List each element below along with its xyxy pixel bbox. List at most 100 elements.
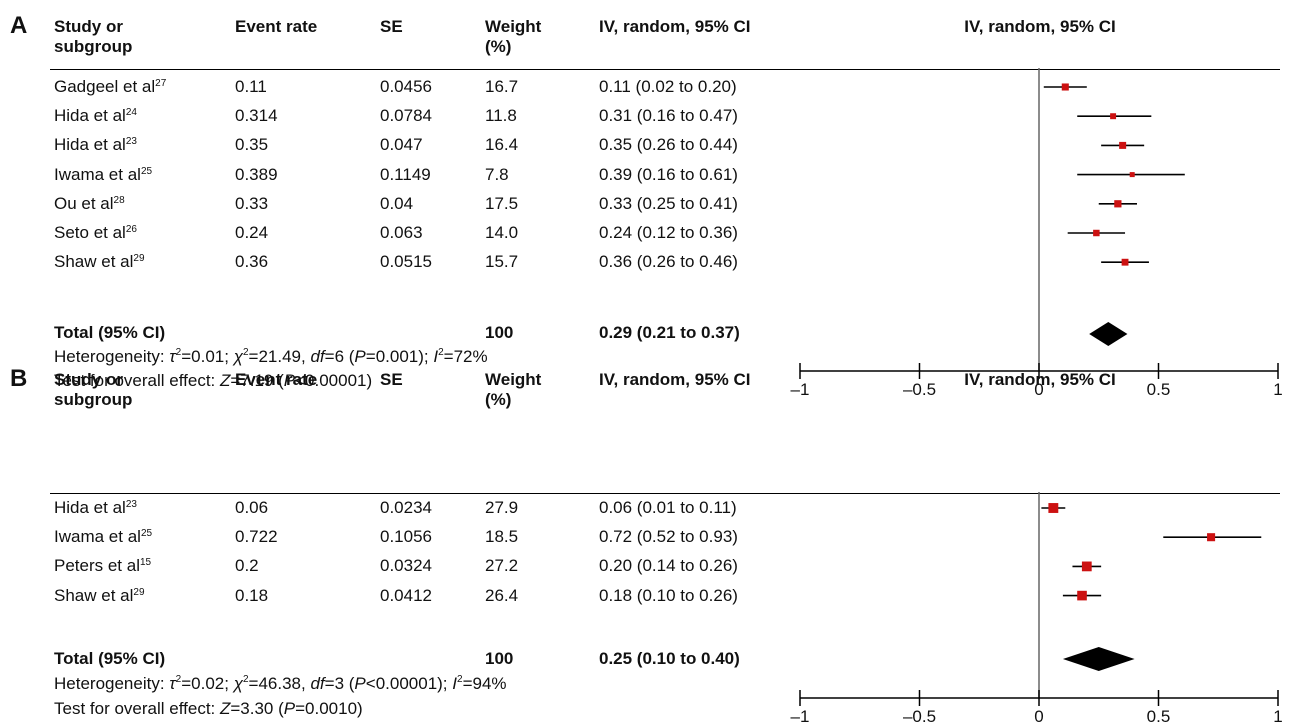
point-estimate-marker [1081,561,1092,572]
event-rate-cell-text: 0.11 [235,77,267,96]
header-ci: IV, random, 95% CI [599,17,751,36]
reference-number: 23 [125,136,137,148]
weight-cell: 16.4 [485,135,518,155]
event-rate-cell: 0.2 [235,556,259,576]
reference-number: 29 [133,586,145,598]
ci-cell-text: 0.39 (0.16 to 0.61) [599,164,738,184]
event-rate-cell: 0.389 [235,165,278,185]
panel-a: A Study or subgroup Event rate SE Weight(… [0,0,1289,399]
study-name: Hida et al23 [54,498,137,518]
reference-number: 28 [113,194,125,206]
weight-cell: 14.0 [485,223,518,243]
study-name: Iwama et al25 [54,165,152,185]
point-estimate-marker [1048,503,1059,513]
weight-cell: 18.5 [485,527,518,547]
point-estimate-marker [1119,141,1127,149]
se-cell-text: 0.0784 [380,106,432,126]
se-cell-text: 0.047 [380,135,423,155]
ci-cell-text: 0.35 (0.26 to 0.44) [599,135,738,155]
ci-cell-text: 0.36 (0.26 to 0.46) [599,252,738,272]
overall-effect-text: Test for overall effect: Z=7.19 (P<0.000… [54,371,373,390]
se-cell-text: 0.0234 [380,498,432,517]
ci-cell: 0.20 (0.14 to 0.26) [599,556,738,576]
ci-cell: 0.31 (0.16 to 0.47) [599,106,738,126]
se-cell: 0.1056 [380,527,432,547]
ci-cell-text: 0.20 (0.14 to 0.26) [599,556,738,576]
se-cell: 0.0456 [380,77,432,97]
weight-cell: 16.7 [485,77,518,97]
ci-cell-text: 0.11 (0.02 to 0.20) [599,77,737,96]
event-rate-cell: 0.722 [235,527,278,547]
study-name-text: Hida et al [54,135,126,155]
total-ci: 0.29 (0.21 to 0.37) [599,323,740,342]
ci-cell: 0.24 (0.12 to 0.36) [599,223,738,243]
study-name-text: Gadgeel et al [54,77,156,96]
study-name: Shaw et al29 [54,252,145,272]
se-cell-text: 0.063 [380,223,423,242]
event-rate-cell: 0.11 [235,77,267,97]
se-cell: 0.04 [380,194,413,214]
header-se: SE [380,370,403,389]
study-name-text: Hida et al [54,498,126,517]
reference-number: 27 [155,78,167,89]
weight-cell-text: 18.5 [485,527,519,547]
ci-cell-text: 0.33 (0.25 to 0.41) [599,193,738,213]
se-cell: 0.1149 [380,165,431,185]
weight-cell-text: 16.7 [485,77,519,96]
point-estimate-marker [1114,200,1122,208]
weight-cell-text: 14.0 [485,223,519,242]
weight-cell: 27.9 [485,498,518,518]
event-rate-cell-text: 0.35 [235,135,269,155]
panel-letter: B [10,365,28,392]
point-estimate-marker [1077,590,1087,601]
weight-cell-text: 17.5 [485,193,519,213]
se-cell-text: 0.0324 [380,556,432,576]
weight-cell-text: 7.8 [485,164,509,184]
se-cell-text: 0.0456 [380,77,432,96]
study-name-text: Seto et al [54,223,126,242]
x-axis-tick-label: –0.5 [903,707,936,725]
heterogeneity-text: Heterogeneity: τ2=0.02; χ2=46.38, df=3 (… [54,674,507,693]
event-rate-cell: 0.06 [235,498,268,518]
event-rate-cell: 0.33 [235,194,268,214]
total-label: Total (95% CI) [54,649,166,668]
x-axis-tick-label: –0.5 [903,380,936,399]
ci-cell: 0.39 (0.16 to 0.61) [599,165,738,185]
header-rule [50,69,1280,70]
panel-b: B Study or subgroup Event rate SE Weight(… [0,362,1289,725]
event-rate-cell-text: 0.722 [235,527,278,547]
reference-number: 26 [125,224,137,235]
header-ci: IV, random, 95% CI [599,370,751,389]
se-cell-text: 0.0412 [380,585,432,605]
reference-number: 24 [125,107,137,119]
weight-cell: 17.5 [485,194,518,214]
point-estimate-marker [1093,229,1100,237]
study-name-text: Peters et al [54,556,140,576]
total-weight: 100 [485,323,514,342]
weight-cell: 11.8 [485,106,517,126]
se-cell: 0.0412 [380,586,432,606]
total-weight: 100 [485,649,514,668]
x-axis-tick-label: 0 [1034,380,1043,399]
ci-cell: 0.06 (0.01 to 0.11) [599,498,737,518]
reference-number: 29 [133,253,145,265]
weight-cell-text: 11.8 [485,106,517,126]
x-axis-tick-label: 1 [1273,707,1282,725]
ci-cell-text: 0.24 (0.12 to 0.36) [599,223,738,242]
se-cell-text: 0.04 [380,193,414,213]
header-study: Study or subgroup [54,17,133,56]
point-estimate-marker [1110,113,1117,120]
x-axis-tick-label: 0.5 [1147,707,1171,725]
pooled-estimate-diamond [1089,322,1128,346]
header-plot: IV, random, 95% CI [964,370,1116,389]
header-plot: IV, random, 95% CI [964,17,1116,36]
weight-cell-text: 27.2 [485,556,519,576]
point-estimate-marker [1121,258,1129,266]
study-name-text: Iwama et al [54,527,141,547]
pooled-estimate-diamond [1062,647,1135,671]
study-name-text: Iwama et al [54,164,141,184]
x-axis-tick-label: –1 [791,707,810,725]
header-rule [50,493,1280,494]
ci-cell: 0.33 (0.25 to 0.41) [599,194,738,214]
header-weight: Weight (%) [485,17,542,56]
